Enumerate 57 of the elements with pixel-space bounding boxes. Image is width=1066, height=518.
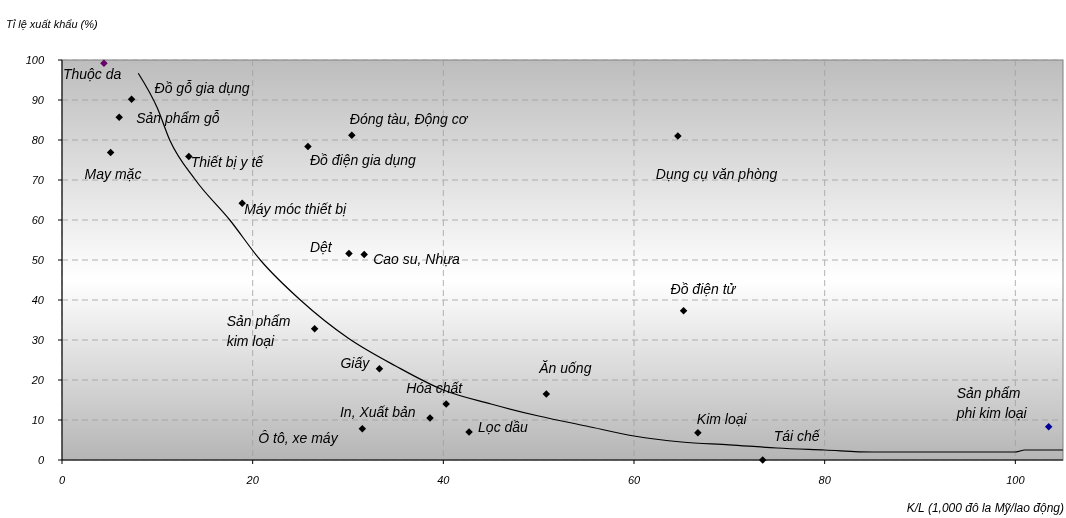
point bbox=[542, 390, 551, 398]
y-axis-title: Tỉ lệ xuất khẩu (%) bbox=[6, 18, 99, 30]
annotation: Sản phẩm gỗ bbox=[136, 110, 220, 127]
x-tick-label: 20 bbox=[245, 474, 260, 486]
y-tick-label: 10 bbox=[31, 414, 45, 426]
point bbox=[100, 59, 108, 67]
y-tick-label: 0 bbox=[37, 454, 45, 466]
annotation: Kim loại bbox=[696, 410, 748, 427]
x-tick-label: 100 bbox=[1006, 474, 1026, 486]
y-tick-label: 90 bbox=[31, 94, 45, 106]
annotation: Giấy bbox=[340, 354, 371, 371]
y-tick-label: 30 bbox=[31, 334, 45, 346]
x-axis-title: K/L (1,000 đô la Mỹ/lao động) bbox=[906, 501, 1064, 515]
point bbox=[679, 307, 688, 315]
point bbox=[348, 131, 356, 139]
annotation: Tái chế bbox=[773, 428, 821, 444]
y-tick-label: 60 bbox=[31, 214, 45, 226]
x-tick-label: 40 bbox=[437, 474, 451, 486]
x-tick-label: 80 bbox=[818, 474, 832, 486]
point bbox=[304, 142, 312, 151]
point bbox=[758, 456, 767, 464]
annotation: Dụng cụ văn phòng bbox=[655, 166, 778, 182]
point bbox=[310, 325, 319, 333]
annotation: Cao su, Nhựa bbox=[373, 251, 461, 268]
point bbox=[345, 249, 353, 258]
x-tick-label: 60 bbox=[627, 474, 641, 486]
annotation: Máy móc thiết bị bbox=[244, 201, 347, 218]
annotation: Sản phẩm phi kim loại bbox=[955, 384, 1028, 421]
annotation: In, Xuất bản bbox=[339, 404, 416, 420]
point bbox=[694, 429, 702, 437]
y-tick-label: 100 bbox=[25, 54, 45, 66]
annotation: Sản phẩm kim loại bbox=[226, 312, 291, 349]
point bbox=[127, 95, 136, 103]
annotation: Ăn uống bbox=[538, 360, 592, 376]
y-tick-label: 40 bbox=[31, 294, 45, 306]
y-tick-label: 80 bbox=[31, 134, 45, 146]
point bbox=[358, 425, 367, 433]
annotation: Đồ điện gia dụng bbox=[309, 152, 417, 169]
point bbox=[375, 365, 384, 373]
point bbox=[185, 152, 193, 161]
annotation: Lọc dầu bbox=[478, 419, 529, 435]
annotation: May mặc bbox=[84, 166, 142, 183]
annotation: Đồ điện tử bbox=[670, 280, 737, 297]
annotation: Ô tô, xe máy bbox=[258, 429, 339, 446]
annotation: Thuộc da bbox=[62, 66, 122, 83]
point bbox=[1044, 423, 1053, 431]
y-tick-label: 50 bbox=[31, 254, 45, 266]
annotation: Đóng tàu, Động cơ bbox=[349, 111, 469, 128]
annotation: Đồ gỗ gia dụng bbox=[154, 80, 250, 97]
y-tick-label: 20 bbox=[30, 374, 45, 386]
x-tick-label: 0 bbox=[58, 474, 66, 486]
point bbox=[115, 113, 123, 121]
point bbox=[360, 250, 368, 259]
annotation: Dệt bbox=[309, 238, 333, 255]
annotation: Thiết bị y tế bbox=[190, 154, 265, 171]
y-tick-label: 70 bbox=[31, 174, 45, 186]
annotation: Hóa chất bbox=[406, 380, 464, 396]
